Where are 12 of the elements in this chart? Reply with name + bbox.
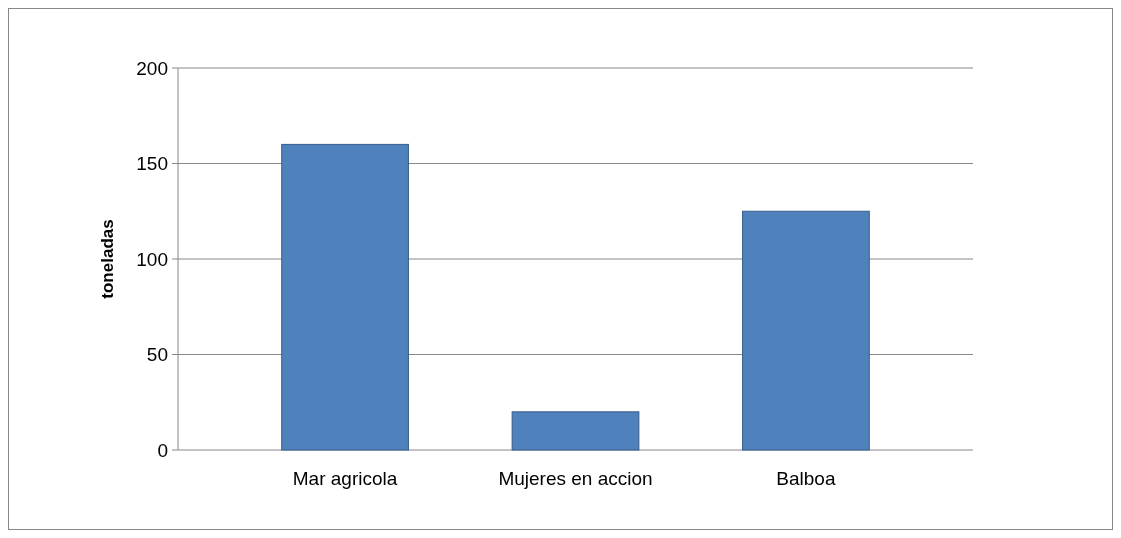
x-tick-label: Balboa — [776, 468, 836, 489]
bar — [511, 411, 640, 451]
y-tick-label: 50 — [146, 344, 168, 366]
y-tick-label: 0 — [157, 439, 168, 461]
x-tick-label: Mujeres en accion — [498, 468, 653, 489]
y-tick-label: 150 — [136, 153, 168, 175]
bar — [281, 143, 409, 451]
x-tick-label: Mar agricola — [292, 468, 398, 489]
y-axis-title: toneladas — [98, 219, 117, 299]
y-tick-label: 100 — [136, 248, 168, 270]
bar — [742, 210, 870, 451]
y-tick-label: 200 — [136, 57, 168, 79]
